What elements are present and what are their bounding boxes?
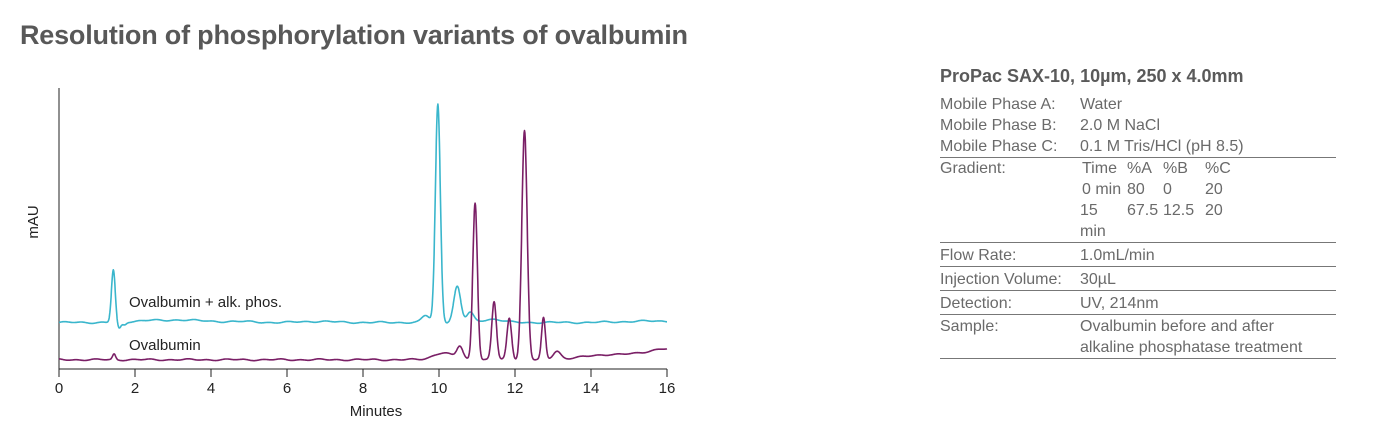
method-panel: ProPac SAX-10, 10µm, 250 x 4.0mm Mobile … [940, 66, 1336, 359]
series-label-alk-phos: Ovalbumin + alk. phos. [129, 294, 282, 311]
gradient-header-b: %B [1163, 160, 1188, 177]
gradient-cell: 12.5 [1163, 202, 1195, 219]
gradient-cell: 0 min [1082, 181, 1122, 198]
gradient-cell: 15 min [1080, 202, 1106, 240]
injection-volume-label: Injection Volume: [940, 271, 1062, 288]
x-tick-label: 2 [131, 380, 139, 397]
mobile-phase-a-value: Water [1080, 96, 1123, 113]
gradient-cell: 80 [1127, 181, 1145, 198]
column-title: ProPac SAX-10, 10µm, 250 x 4.0mm [940, 66, 1244, 86]
sample-row: Sample: Ovalbumin before and after alkal… [940, 316, 1336, 359]
x-tick-label: 14 [583, 380, 600, 397]
sample-value-line-1: Ovalbumin before and after [1080, 318, 1274, 335]
mobile-phase-c-value: 0.1 M Tris/HCl (pH 8.5) [1080, 138, 1244, 155]
detection-row: Detection: UV, 214nm [940, 293, 1336, 315]
sample-value-line-2: alkaline phosphatase treatment [1080, 339, 1303, 356]
x-axis-label: Minutes [350, 403, 403, 420]
injection-volume-row: Injection Volume: 30µL [940, 269, 1336, 291]
gradient-header-time: Time [1082, 160, 1117, 177]
gradient-row: Gradient: Time %A %B %C 0 min 80 0 20 15… [940, 158, 1336, 243]
x-tick-label: 16 [659, 380, 676, 397]
sample-label: Sample: [940, 318, 999, 335]
gradient-cell: 67.5 [1127, 202, 1159, 219]
series-label-ovalbumin: Ovalbumin [129, 337, 201, 354]
gradient-label: Gradient: [940, 160, 1006, 177]
sample-value: Ovalbumin before and after alkaline phos… [1080, 316, 1336, 358]
x-tick-label: 12 [507, 380, 524, 397]
x-tick-label: 10 [431, 380, 448, 397]
flow-rate-value: 1.0mL/min [1080, 247, 1155, 264]
gradient-header-c: %C [1205, 160, 1231, 177]
injection-volume-value: 30µL [1080, 271, 1116, 288]
gradient-header-a: %A [1127, 160, 1152, 177]
flow-rate-label: Flow Rate: [940, 247, 1017, 264]
mobile-phase-c-label: Mobile Phase C: [940, 138, 1058, 155]
x-tick-label: 0 [55, 380, 63, 397]
mobile-phase-b-row: Mobile Phase B: 2.0 M NaCl [940, 115, 1336, 136]
x-tick-label: 8 [359, 380, 367, 397]
gradient-table: Time %A %B %C 0 min 80 0 20 15 min 67.5 … [1080, 158, 1336, 242]
chart-title: Resolution of phosphorylation variants o… [20, 20, 688, 50]
flow-rate-row: Flow Rate: 1.0mL/min [940, 245, 1336, 267]
mobile-phase-c-row: Mobile Phase C: 0.1 M Tris/HCl (pH 8.5) [940, 136, 1336, 158]
gradient-cell: 20 [1205, 181, 1223, 198]
y-axis-label: mAU [25, 205, 42, 238]
x-tick-label: 4 [207, 380, 215, 397]
mobile-phase-a-label: Mobile Phase A: [940, 96, 1056, 113]
mobile-phase-a-row: Mobile Phase A: Water [940, 94, 1336, 115]
detection-label: Detection: [940, 295, 1013, 312]
mobile-phase-b-label: Mobile Phase B: [940, 117, 1057, 134]
series-line-alk-phos [58, 103, 668, 329]
series-line-ovalbumin [58, 129, 668, 362]
axes: 0 2 4 6 8 10 12 14 16 [55, 88, 676, 397]
series-lines [58, 103, 668, 362]
gradient-cell: 20 [1205, 202, 1223, 219]
gradient-cell: 0 [1163, 181, 1172, 198]
chromatogram-chart: 0 2 4 6 8 10 12 14 16 mAU Minutes Ovalbumin + al… [25, 88, 676, 420]
detection-value: UV, 214nm [1080, 295, 1159, 312]
mobile-phase-b-value: 2.0 M NaCl [1080, 117, 1161, 134]
x-tick-label: 6 [283, 380, 291, 397]
